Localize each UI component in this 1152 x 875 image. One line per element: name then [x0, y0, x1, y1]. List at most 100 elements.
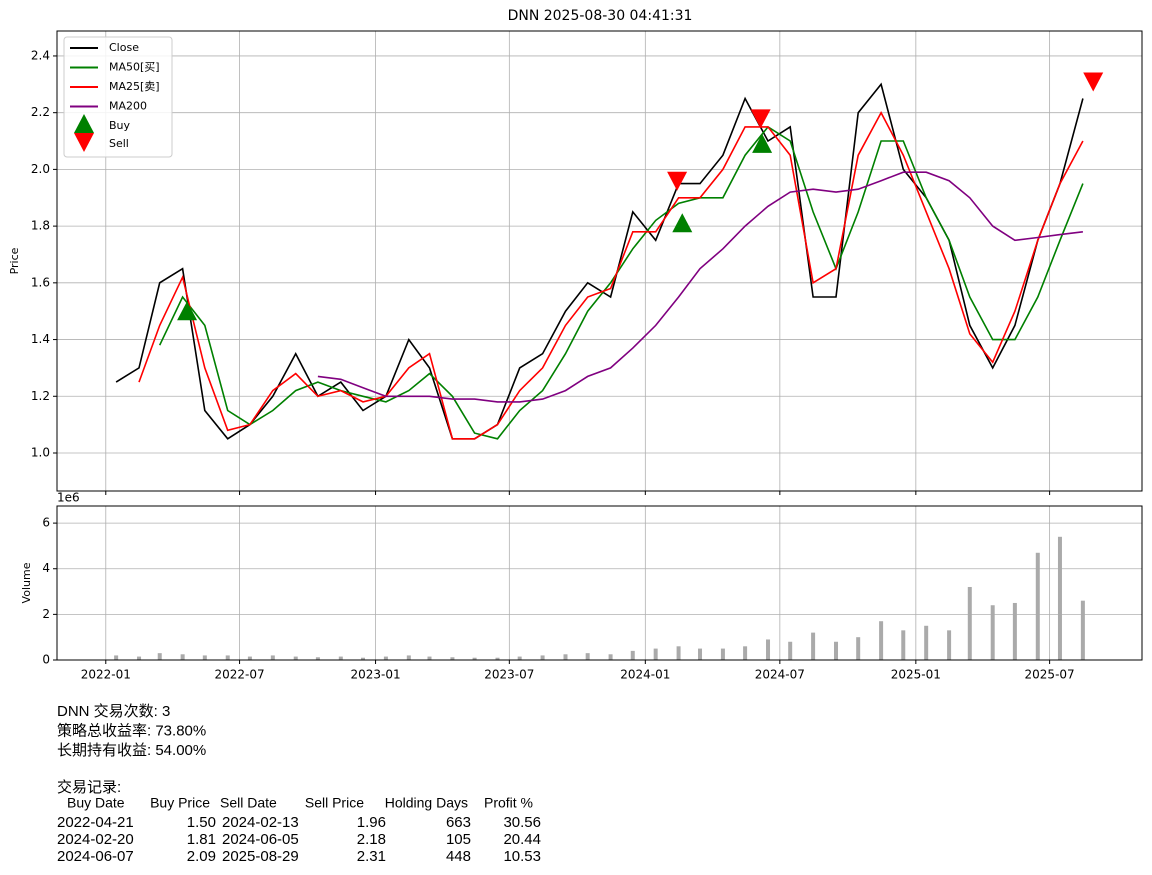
y-tick-label: 1.4	[31, 332, 50, 346]
volume-bar	[338, 656, 343, 660]
table-header: Buy Price	[150, 795, 210, 811]
table-cell: 105	[446, 831, 471, 848]
volume-bar	[1012, 602, 1017, 660]
volume-bar	[517, 656, 522, 660]
buy-marker	[177, 301, 198, 321]
table-header: Sell Price	[305, 795, 364, 811]
y-tick-label: 1.2	[31, 389, 50, 403]
y-tick-label: 4	[42, 561, 50, 575]
volume-bar	[743, 646, 748, 660]
volume-bar	[720, 648, 725, 660]
volume-bar	[137, 656, 142, 660]
volume-bar	[1080, 600, 1085, 660]
volume-bar	[180, 654, 185, 660]
y-axis-label: Price	[8, 247, 21, 274]
volume-bar	[947, 630, 952, 660]
x-tick-label: 2024-01	[620, 668, 670, 682]
chart-title: DNN 2025-08-30 04:41:31	[508, 8, 693, 24]
volume-bar	[495, 657, 500, 660]
series-line	[317, 171, 1083, 403]
y-axis-label: Volume	[20, 562, 33, 603]
volume-bar	[225, 655, 230, 660]
sell-marker	[1083, 72, 1104, 92]
table-cell: 2.31	[357, 848, 386, 865]
volume-bar	[811, 632, 816, 660]
plot-area	[115, 72, 1104, 440]
volume-bar	[901, 630, 906, 660]
y-tick-label: 2	[42, 607, 50, 621]
volume-bar	[924, 625, 929, 660]
volume-bar	[676, 646, 681, 660]
sell-marker	[667, 171, 688, 191]
table-header: Sell Date	[220, 795, 277, 811]
summary-line: 策略总收益率: 73.80%	[57, 722, 206, 739]
series-line	[115, 82, 1084, 440]
plot-area	[114, 536, 1085, 660]
axes-frame	[56, 505, 1143, 661]
offset-label: 1e6	[57, 491, 80, 505]
table-cell: 663	[446, 814, 471, 831]
volume-bar	[293, 656, 298, 660]
series-line	[158, 125, 1084, 440]
volume-bar	[540, 655, 545, 660]
table-title: 交易记录:	[57, 778, 121, 796]
volume-bar	[585, 653, 590, 660]
table-cell: 2024-02-20	[57, 831, 134, 848]
x-tick-label: 2022-07	[214, 668, 264, 682]
table-header: Buy Date	[67, 795, 125, 811]
volume-bar	[698, 648, 703, 660]
volume-bar	[1035, 552, 1040, 660]
table-cell: 30.56	[503, 814, 541, 831]
buy-marker	[752, 133, 773, 153]
x-tick-label: 2025-07	[1025, 668, 1075, 682]
volume-bar	[472, 657, 477, 660]
y-tick-label: 6	[42, 516, 50, 530]
legend-swatch	[74, 133, 94, 152]
volume-bar	[879, 621, 884, 660]
legend-swatch	[74, 114, 94, 133]
volume-bar	[856, 637, 861, 660]
legend: Close MA50[买] MA25[卖] MA200 Buy Sell	[63, 36, 173, 158]
volume-bar	[383, 656, 388, 660]
legend-label: Buy	[109, 119, 131, 132]
volume-bar	[563, 654, 568, 660]
y-tick-label: 1.0	[31, 445, 50, 459]
table-header: Holding Days	[385, 795, 468, 811]
legend-label: Sell	[109, 137, 129, 150]
volume-bar	[247, 656, 252, 660]
summary-line: 长期持有收益: 54.00%	[57, 742, 206, 759]
volume-bar	[270, 655, 275, 660]
y-tick-label: 1.6	[31, 275, 50, 289]
table-cell: 2024-02-13	[222, 814, 299, 831]
table-cell: 20.44	[503, 831, 541, 848]
table-header: Profit %	[484, 795, 533, 811]
table-cell: 2024-06-07	[57, 848, 134, 865]
table-cell: 1.81	[187, 831, 216, 848]
table-cell: 448	[446, 848, 471, 865]
y-tick-label: 0	[42, 653, 50, 667]
table-cell: 2.18	[357, 831, 386, 848]
buy-marker	[672, 213, 693, 233]
x-tick-label: 2024-07	[755, 668, 805, 682]
volume-bar	[315, 657, 320, 660]
volume-bar	[360, 657, 365, 660]
legend-label: MA200	[109, 100, 147, 113]
volume-bar	[1057, 536, 1062, 660]
y-tick-label: 2.4	[31, 48, 50, 62]
table-cell: 1.50	[187, 814, 216, 831]
volume-bar	[967, 586, 972, 660]
volume-bar	[157, 653, 162, 660]
table-cell: 2024-06-05	[222, 831, 299, 848]
volume-bar	[788, 641, 793, 660]
volume-bar	[653, 648, 658, 660]
volume-bar	[450, 657, 455, 660]
x-tick-label: 2022-01	[81, 668, 131, 682]
table-cell: 1.96	[357, 814, 386, 831]
volume-bar	[630, 650, 635, 660]
table-cell: 2025-08-29	[222, 848, 299, 865]
x-tick-label: 2025-01	[891, 668, 941, 682]
sell-marker	[750, 109, 771, 129]
table-cell: 2.09	[187, 848, 216, 865]
